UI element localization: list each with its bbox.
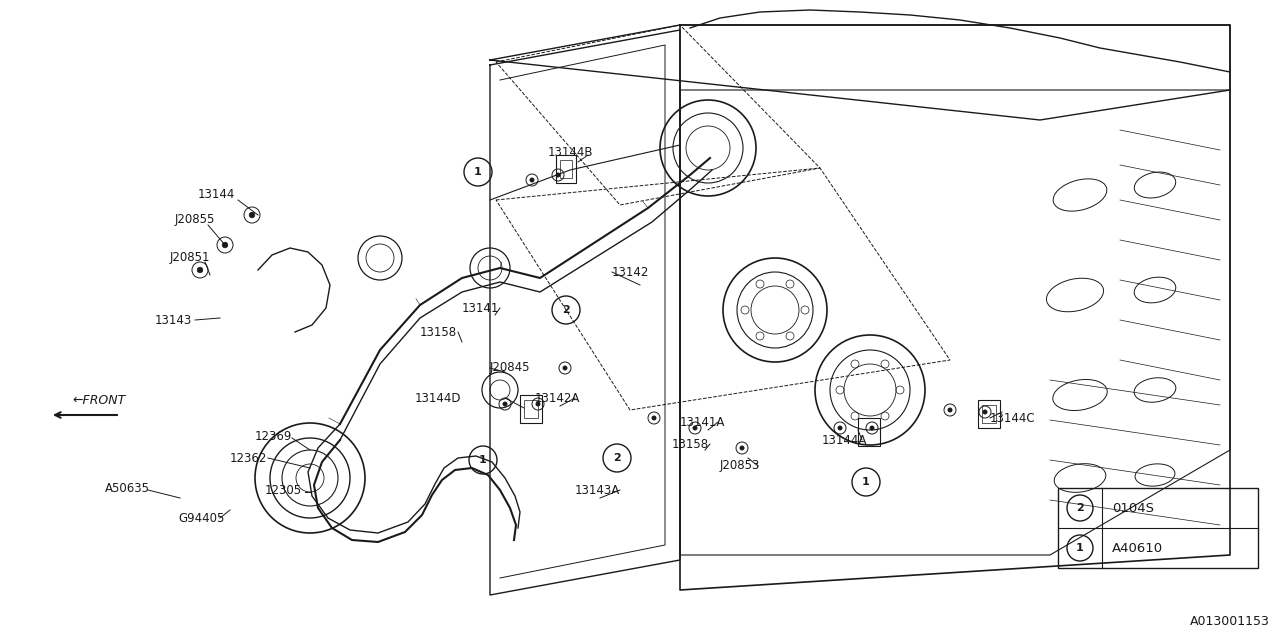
Bar bbox=[556, 155, 576, 183]
Bar bbox=[858, 418, 881, 446]
Circle shape bbox=[838, 426, 842, 430]
Text: 1: 1 bbox=[474, 167, 481, 177]
Circle shape bbox=[503, 402, 507, 406]
Text: 13143A: 13143A bbox=[575, 483, 621, 497]
Circle shape bbox=[652, 416, 657, 420]
Text: 1: 1 bbox=[479, 455, 486, 465]
Bar bbox=[978, 400, 1000, 428]
Bar bbox=[982, 405, 996, 423]
Text: 13142: 13142 bbox=[612, 266, 649, 278]
Text: J20845: J20845 bbox=[490, 362, 530, 374]
Bar bbox=[524, 400, 538, 418]
Text: 2: 2 bbox=[613, 453, 621, 463]
Bar bbox=[561, 160, 572, 178]
Text: 13158: 13158 bbox=[672, 438, 709, 451]
Text: 13144A: 13144A bbox=[822, 433, 868, 447]
Text: A013001153: A013001153 bbox=[1190, 615, 1270, 628]
Text: 2: 2 bbox=[1076, 503, 1084, 513]
Text: 13144B: 13144B bbox=[548, 145, 594, 159]
Text: ←FRONT: ←FRONT bbox=[72, 394, 125, 406]
Circle shape bbox=[530, 178, 534, 182]
Circle shape bbox=[536, 402, 540, 406]
Circle shape bbox=[948, 408, 952, 412]
Circle shape bbox=[223, 242, 228, 248]
Text: 1: 1 bbox=[1076, 543, 1084, 553]
Circle shape bbox=[563, 366, 567, 370]
Circle shape bbox=[197, 268, 202, 273]
Circle shape bbox=[556, 173, 561, 177]
Text: 12305: 12305 bbox=[265, 483, 302, 497]
Text: G94405: G94405 bbox=[178, 511, 224, 525]
Text: A40610: A40610 bbox=[1112, 541, 1164, 554]
Text: 13143: 13143 bbox=[155, 314, 192, 326]
Text: A50635: A50635 bbox=[105, 481, 150, 495]
Circle shape bbox=[692, 426, 698, 430]
Text: 12362: 12362 bbox=[230, 451, 268, 465]
Text: J20851: J20851 bbox=[170, 252, 210, 264]
Text: 13141A: 13141A bbox=[680, 415, 726, 429]
Text: 12369: 12369 bbox=[255, 429, 292, 442]
Text: 2: 2 bbox=[562, 305, 570, 315]
Bar bbox=[520, 395, 541, 423]
Text: 0104S: 0104S bbox=[1112, 502, 1155, 515]
Circle shape bbox=[870, 426, 874, 430]
Bar bbox=[1059, 488, 1258, 568]
Text: 13158: 13158 bbox=[420, 326, 457, 339]
Text: 13142A: 13142A bbox=[535, 392, 580, 404]
Text: 13144: 13144 bbox=[198, 189, 236, 202]
Circle shape bbox=[250, 212, 255, 218]
Text: 13141: 13141 bbox=[462, 301, 499, 314]
Text: 13144C: 13144C bbox=[989, 412, 1036, 424]
Text: 1: 1 bbox=[863, 477, 870, 487]
Text: 13144D: 13144D bbox=[415, 392, 462, 404]
Text: J20855: J20855 bbox=[175, 214, 215, 227]
Circle shape bbox=[740, 446, 744, 450]
Text: J20853: J20853 bbox=[719, 460, 760, 472]
Circle shape bbox=[983, 410, 987, 414]
